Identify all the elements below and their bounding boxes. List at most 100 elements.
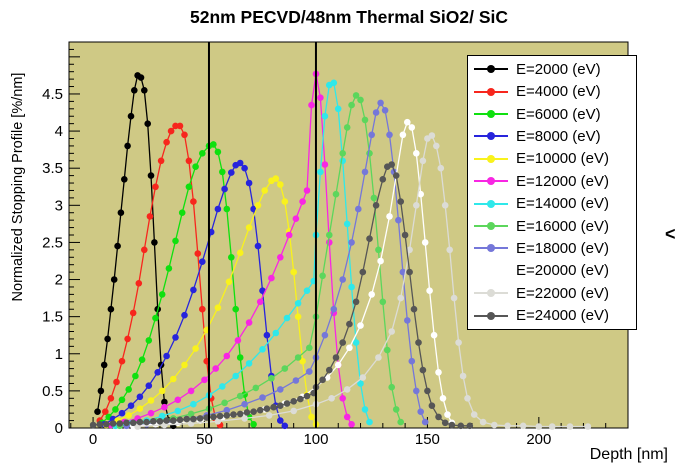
data-point: [141, 87, 148, 94]
data-point: [328, 395, 335, 402]
data-point: [112, 406, 119, 413]
legend-entry-label: E=16000 (eV): [516, 217, 609, 235]
legend-marker-icon: [472, 59, 510, 79]
data-point: [272, 175, 280, 182]
data-point: [355, 205, 362, 213]
data-point: [181, 311, 188, 319]
data-point: [348, 421, 355, 428]
legend-entry: E=6000 (eV): [472, 104, 636, 124]
data-point: [386, 131, 393, 139]
legend-marker-icon: [472, 194, 510, 214]
data-point: [136, 393, 144, 401]
data-point: [245, 224, 253, 231]
y-tick-label: 2: [55, 272, 63, 289]
data-point: [152, 314, 159, 322]
data-point: [123, 419, 130, 427]
data-point: [343, 124, 351, 131]
data-point: [413, 150, 420, 157]
legend-entry-label: E=2000 (eV): [516, 60, 601, 78]
data-point: [388, 161, 396, 168]
data-point: [294, 300, 302, 307]
data-point: [413, 387, 420, 395]
data-point: [419, 157, 427, 165]
data-point: [421, 418, 429, 426]
data-point: [147, 397, 155, 404]
data-point: [339, 339, 347, 346]
data-point: [437, 164, 445, 172]
data-point: [223, 406, 231, 414]
data-point: [241, 415, 248, 422]
data-point: [154, 369, 161, 376]
data-point: [228, 253, 235, 261]
data-point: [219, 168, 226, 176]
data-point: [236, 392, 244, 400]
data-point: [170, 417, 177, 424]
legend-entry-label: E=18000 (eV): [516, 239, 609, 257]
data-point: [332, 354, 340, 361]
data-point: [441, 202, 449, 209]
data-point: [199, 150, 206, 157]
data-point: [131, 87, 138, 94]
legend-dot-icon: [487, 154, 495, 163]
data-point: [141, 246, 148, 254]
legend-marker-icon: [472, 82, 510, 102]
data-point: [212, 365, 219, 372]
legend-dot-icon: [487, 65, 495, 74]
data-point: [395, 216, 402, 224]
legend-entry-label: E=24000 (eV): [516, 307, 609, 325]
data-point: [408, 124, 416, 131]
data-point: [359, 268, 367, 276]
data-point: [444, 411, 451, 418]
data-point: [317, 94, 324, 101]
data-point: [441, 419, 449, 427]
data-point: [228, 169, 235, 176]
data-point: [124, 142, 131, 150]
data-point: [241, 400, 248, 408]
data-point: [294, 313, 302, 321]
data-point: [127, 402, 135, 410]
data-point: [254, 202, 262, 209]
data-point: [117, 209, 125, 216]
y-tick-label: 1: [55, 346, 63, 363]
data-point: [359, 374, 367, 381]
legend-entry-label: E=8000 (eV): [516, 127, 601, 145]
data-point: [216, 412, 224, 420]
data-point: [158, 412, 166, 420]
data-point: [319, 376, 326, 384]
data-point: [185, 183, 193, 191]
data-point: [245, 319, 253, 326]
data-point: [132, 372, 139, 380]
data-point: [326, 239, 333, 246]
data-point: [150, 418, 157, 425]
data-point: [379, 298, 387, 306]
data-point: [415, 339, 422, 346]
data-point: [424, 387, 431, 395]
data-point: [178, 209, 186, 216]
data-point: [339, 157, 347, 165]
data-point: [261, 187, 269, 194]
data-point: [214, 148, 222, 156]
data-point: [250, 421, 257, 428]
data-point: [268, 274, 275, 282]
data-point: [129, 309, 137, 317]
data-point: [346, 344, 353, 352]
data-point: [361, 168, 369, 176]
data-point: [201, 376, 208, 384]
data-point: [277, 181, 284, 188]
data-point: [428, 132, 436, 139]
data-point: [479, 418, 487, 426]
series-e22000: [134, 132, 592, 430]
data-point: [147, 172, 155, 179]
data-point: [170, 375, 177, 383]
data-point: [406, 268, 413, 276]
data-point: [326, 366, 333, 374]
legend-marker-icon: [472, 171, 510, 191]
data-point: [319, 272, 326, 280]
data-point: [185, 157, 193, 165]
legend-dot-icon: [487, 87, 495, 96]
data-point: [190, 286, 197, 294]
data-point: [263, 331, 271, 339]
legend-entry: E=14000 (eV): [472, 194, 636, 214]
data-point: [352, 92, 360, 99]
data-point: [379, 176, 387, 183]
